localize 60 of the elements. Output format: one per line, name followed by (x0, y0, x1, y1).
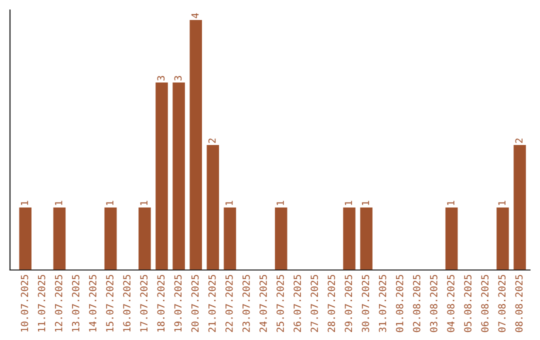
x-tick-label: 23.07.2025 (242, 274, 250, 332)
bar (496, 208, 509, 270)
bar (138, 208, 151, 270)
data-label: 1 (498, 200, 506, 205)
x-tick-label: 02.08.2025 (412, 274, 420, 332)
x-tick-label: 21.07.2025 (208, 274, 216, 332)
x-tick-label: 04.08.2025 (447, 274, 454, 332)
x-tick-label: 08.08.2025 (515, 274, 523, 332)
data-label: 3 (157, 76, 165, 80)
data-label: 3 (174, 76, 182, 80)
bar (274, 208, 288, 270)
x-tick-label: 16.07.2025 (123, 274, 130, 332)
x-tick-label: 19.07.2025 (174, 274, 182, 332)
data-label: 1 (140, 200, 148, 205)
x-tick-label: 29.07.2025 (344, 274, 352, 332)
x-tick-label: 28.07.2025 (328, 274, 336, 332)
data-label: 4 (191, 13, 199, 18)
data-label: 1 (362, 200, 370, 205)
bar (53, 208, 66, 270)
x-tick-label: 03.08.2025 (430, 274, 438, 332)
x-tick-label: 15.07.2025 (106, 274, 114, 332)
x-tick-label: 07.08.2025 (498, 274, 506, 332)
data-label: 1 (20, 200, 28, 205)
x-tick-label: 14.07.2025 (89, 274, 96, 332)
bar (360, 208, 372, 270)
x-tick-label: 20.07.2025 (191, 274, 199, 332)
x-tick-label: 24.07.2025 (260, 274, 267, 332)
bar (343, 208, 356, 270)
data-label: 1 (447, 200, 454, 205)
bar (19, 208, 32, 270)
x-tick-label: 11.07.2025 (38, 274, 46, 332)
x-tick-label: 17.07.2025 (140, 274, 148, 332)
x-tick-label: 31.07.2025 (378, 274, 386, 332)
bar (156, 82, 168, 270)
x-tick-label: 06.08.2025 (481, 274, 489, 332)
data-label: 2 (515, 138, 522, 143)
data-label: 2 (208, 138, 216, 143)
bar (190, 20, 202, 270)
x-tick-label: 30.07.2025 (362, 274, 370, 332)
x-tick-label: 13.07.2025 (72, 274, 80, 332)
x-tick-label: 27.07.2025 (310, 274, 318, 332)
x-tick-label: 22.07.2025 (225, 274, 233, 332)
data-label: 1 (106, 200, 114, 205)
x-tick-label: 10.07.2025 (20, 274, 28, 332)
x-tick-label: 01.08.2025 (396, 274, 404, 332)
x-tick-label: 05.08.2025 (464, 274, 472, 332)
bar (104, 208, 117, 270)
bar (445, 208, 458, 270)
x-tick-label: 25.07.2025 (276, 274, 284, 332)
data-label: 1 (226, 200, 233, 205)
x-tick-label: 26.07.2025 (294, 274, 301, 332)
bar (224, 208, 236, 270)
data-label: 1 (55, 200, 62, 205)
data-label: 1 (276, 200, 284, 205)
x-tick-label: 18.07.2025 (157, 274, 165, 332)
bar (514, 145, 526, 270)
bar (206, 145, 220, 270)
x-tick-label: 12.07.2025 (54, 274, 62, 332)
data-label: 1 (344, 200, 352, 205)
bar (172, 82, 185, 270)
